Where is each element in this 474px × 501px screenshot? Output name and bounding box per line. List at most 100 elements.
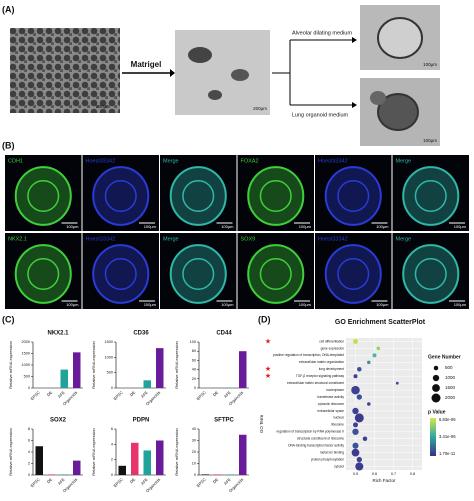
tissue: [171, 167, 226, 225]
y-tick-label: 6: [111, 427, 113, 431]
y-tick-label: 20: [192, 377, 196, 381]
legend-label: 1.70e-11: [439, 451, 456, 456]
x-tick-label: 0.7: [391, 472, 396, 476]
y-tick-label: 2000: [22, 340, 30, 344]
x-tick-label: AFE: [223, 477, 232, 486]
channel-label: Hoest33342: [318, 236, 348, 242]
point: [352, 449, 360, 457]
point: [353, 374, 357, 378]
point: [357, 367, 362, 372]
scale-bar: 100μm: [221, 302, 234, 307]
y-tick-label: 2: [28, 462, 30, 466]
bar: [131, 443, 139, 475]
scale-bar: 100μm: [423, 62, 437, 67]
point: [367, 361, 370, 364]
y-axis-label: Relative mRNA expression: [8, 428, 13, 476]
y-tick-label: protein phosphorylation: [311, 457, 344, 461]
scale-bar: 100μm: [66, 224, 79, 229]
tissue: [403, 167, 458, 225]
star: ★: [265, 365, 271, 373]
x-tick-label: DE: [212, 477, 220, 485]
point: [372, 353, 376, 357]
scale-bar: 100μm: [299, 224, 312, 229]
y-tick-label: 0: [194, 386, 196, 390]
y-tick-label: ribosome: [331, 423, 344, 427]
point: [367, 402, 370, 405]
x-axis-label: Rich Factor: [372, 478, 396, 483]
point: [355, 413, 364, 422]
y-tick-label: 1000: [22, 363, 30, 367]
y-tick-label: 0: [194, 473, 196, 477]
bar: [239, 351, 247, 388]
point: [353, 339, 358, 344]
scale-bar: 100μm: [299, 302, 312, 307]
bar: [156, 348, 164, 388]
bar: [73, 352, 81, 388]
cell-cluster: [208, 90, 222, 100]
legend-marker: [433, 375, 439, 381]
legend-label: 3.41e-06: [439, 434, 456, 439]
channel-label: Hoest33342: [318, 158, 348, 164]
y-tick-label: 500: [107, 371, 113, 375]
bar: [239, 435, 247, 475]
y-tick-label: positive regulation of transcription, DN…: [273, 353, 344, 357]
scale-bar: 100μm: [423, 138, 437, 143]
chart-title: SFTPC: [214, 418, 234, 424]
channel-label: Hoest33342: [86, 236, 116, 242]
channel-label: Merge: [163, 158, 179, 164]
arrow-head: [352, 102, 357, 108]
point: [352, 443, 358, 449]
y-tick-label: cytosolic ribosome: [318, 402, 344, 406]
chart-title: PDPN: [133, 418, 150, 424]
arrow-head: [352, 37, 357, 43]
point: [353, 422, 358, 427]
tissue: [248, 167, 303, 225]
channel-label: Merge: [396, 236, 412, 242]
scale-bar: 100μm: [376, 224, 389, 229]
panel-label: (C): [2, 314, 15, 324]
branch-label: Alveolar dilating medium: [292, 30, 352, 36]
channel-label: Hoest33342: [86, 158, 116, 164]
scale-bar: 100μm: [144, 224, 157, 229]
legend-label: 1500: [445, 385, 456, 390]
tissue: [171, 245, 226, 303]
x-tick-label: AFE: [57, 390, 66, 399]
chart-title: NKX2.1: [47, 331, 69, 337]
step-label: Matrigel: [131, 60, 162, 69]
chart-title: CD36: [133, 331, 149, 337]
bar: [214, 474, 222, 475]
y-tick-label: 1500: [105, 340, 113, 344]
y-tick-label: 0: [111, 473, 113, 477]
channel-label: CDH1: [8, 158, 23, 164]
x-tick-label: 0.8: [410, 472, 415, 476]
channel-label: SOX9: [241, 236, 256, 242]
chart-title: GO Enrichment ScatterPlot: [335, 319, 426, 326]
y-axis-label: GO Term: [259, 415, 264, 433]
y-tick-label: TGF-β receptor signaling pathway: [296, 374, 344, 378]
star: ★: [265, 372, 271, 380]
scale-bar: 200μm: [253, 106, 267, 111]
x-tick-label: AFE: [140, 390, 149, 399]
y-tick-label: 20: [192, 450, 196, 454]
arrow-head: [170, 69, 175, 77]
point: [357, 457, 362, 462]
legend-marker: [432, 394, 441, 403]
legend-marker: [434, 366, 439, 371]
scale-bar: 200μm: [96, 104, 110, 109]
y-tick-label: 6: [28, 439, 30, 443]
x-tick-label: AFE: [57, 477, 66, 486]
tissue: [16, 167, 71, 225]
y-axis-label: Relative mRNA expression: [174, 428, 179, 476]
y-tick-label: 40: [192, 368, 196, 372]
bar: [144, 450, 152, 475]
scale-bar: 100μm: [454, 224, 467, 229]
y-tick-label: extracellular space: [317, 409, 344, 413]
x-tick-label: EPSC: [195, 477, 206, 488]
bar: [227, 474, 235, 475]
tissue: [93, 167, 148, 225]
x-tick-label: EPSC: [112, 477, 123, 488]
x-tick-label: 0.5: [353, 472, 358, 476]
scale-bar: 100μm: [144, 302, 157, 307]
y-tick-label: 40: [192, 427, 196, 431]
legend-label: 2000: [445, 395, 456, 400]
